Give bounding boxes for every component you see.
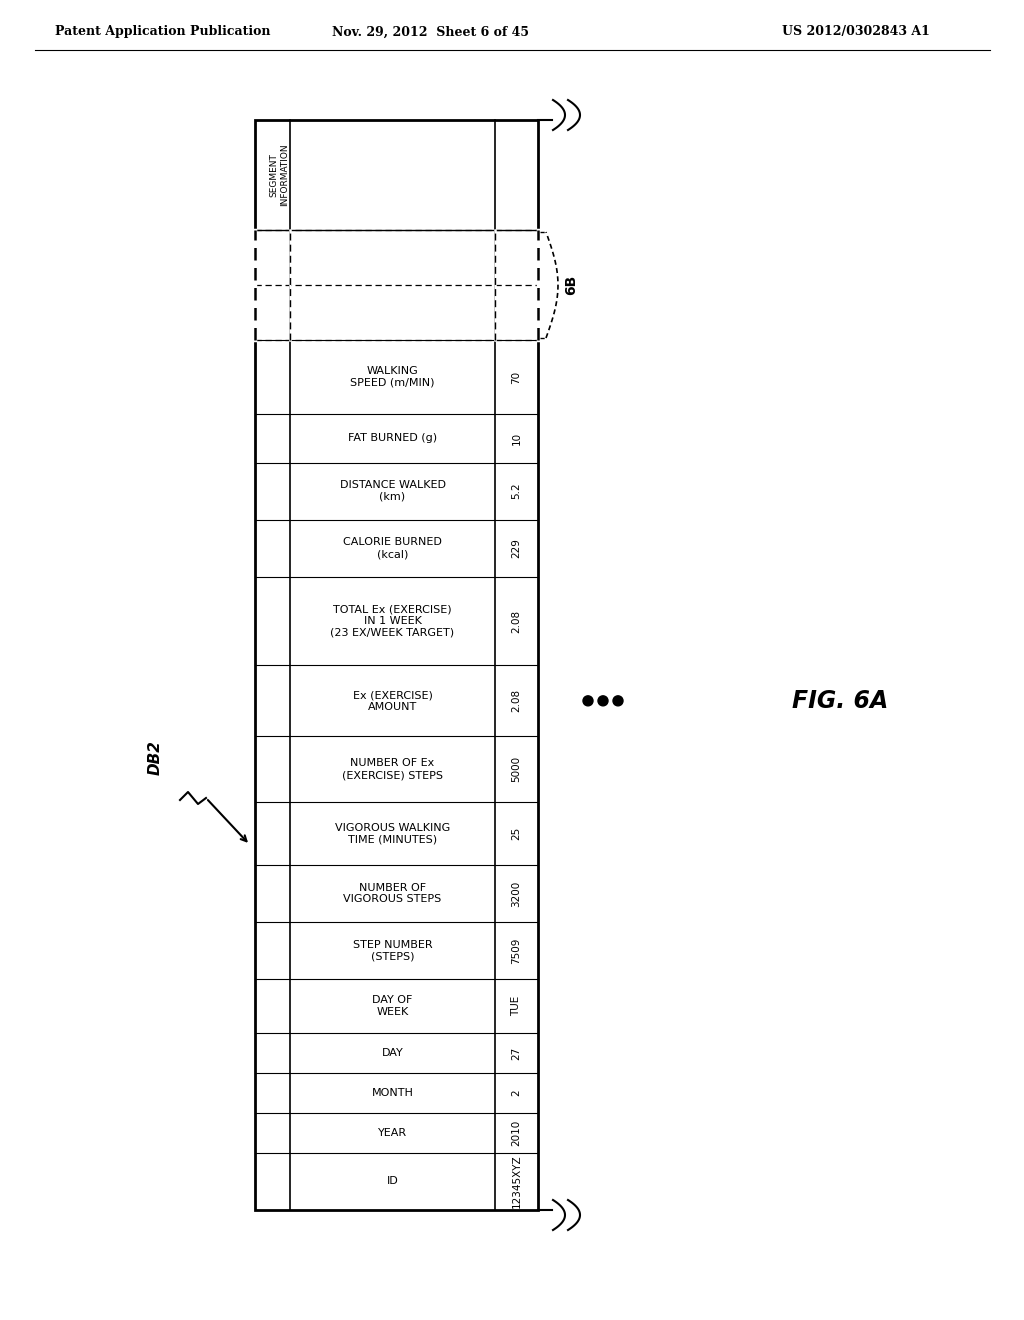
Text: DAY OF
WEEK: DAY OF WEEK — [373, 995, 413, 1016]
Circle shape — [598, 696, 608, 706]
Text: 70: 70 — [512, 371, 521, 384]
Text: 229: 229 — [512, 539, 521, 558]
Text: Nov. 29, 2012  Sheet 6 of 45: Nov. 29, 2012 Sheet 6 of 45 — [332, 25, 528, 38]
Text: NUMBER OF
VIGOROUS STEPS: NUMBER OF VIGOROUS STEPS — [343, 883, 441, 904]
Text: WALKING
SPEED (m/MIN): WALKING SPEED (m/MIN) — [350, 366, 435, 388]
Text: 5.2: 5.2 — [512, 483, 521, 499]
Text: MONTH: MONTH — [372, 1088, 414, 1098]
Text: 2.08: 2.08 — [512, 610, 521, 632]
Text: 10: 10 — [512, 432, 521, 445]
Text: STEP NUMBER
(STEPS): STEP NUMBER (STEPS) — [352, 940, 432, 961]
Text: 6B: 6B — [564, 275, 578, 296]
Text: YEAR: YEAR — [378, 1129, 408, 1138]
Text: CALORIE BURNED
(kcal): CALORIE BURNED (kcal) — [343, 537, 442, 560]
Text: FAT BURNED (g): FAT BURNED (g) — [348, 433, 437, 444]
Text: 5000: 5000 — [512, 756, 521, 783]
Text: NUMBER OF Ex
(EXERCISE) STEPS: NUMBER OF Ex (EXERCISE) STEPS — [342, 759, 443, 780]
Text: ID: ID — [387, 1176, 398, 1187]
Text: Ex (EXERCISE)
AMOUNT: Ex (EXERCISE) AMOUNT — [352, 690, 432, 711]
Bar — [255, 120, 538, 1210]
Text: TOTAL Ex (EXERCISE)
IN 1 WEEK
(23 EX/WEEK TARGET): TOTAL Ex (EXERCISE) IN 1 WEEK (23 EX/WEE… — [331, 605, 455, 638]
Text: DB2: DB2 — [147, 741, 163, 775]
Text: 2010: 2010 — [512, 1119, 521, 1146]
Text: TUE: TUE — [512, 995, 521, 1016]
Text: 3200: 3200 — [512, 880, 521, 907]
Text: 27: 27 — [512, 1047, 521, 1060]
Text: Patent Application Publication: Patent Application Publication — [55, 25, 270, 38]
Circle shape — [583, 696, 593, 706]
Circle shape — [613, 696, 623, 706]
Text: DISTANCE WALKED
(km): DISTANCE WALKED (km) — [340, 480, 445, 502]
Text: 2.08: 2.08 — [512, 689, 521, 713]
Text: SEGMENT
INFORMATION: SEGMENT INFORMATION — [269, 144, 289, 206]
Text: 25: 25 — [512, 826, 521, 840]
Text: FIG. 6A: FIG. 6A — [792, 689, 888, 713]
Text: DAY: DAY — [382, 1048, 403, 1059]
Text: 12345XYZ: 12345XYZ — [512, 1155, 521, 1208]
Text: 2: 2 — [512, 1090, 521, 1097]
Text: US 2012/0302843 A1: US 2012/0302843 A1 — [782, 25, 930, 38]
Text: VIGOROUS WALKING
TIME (MINUTES): VIGOROUS WALKING TIME (MINUTES) — [335, 822, 451, 845]
Text: 7509: 7509 — [512, 937, 521, 964]
